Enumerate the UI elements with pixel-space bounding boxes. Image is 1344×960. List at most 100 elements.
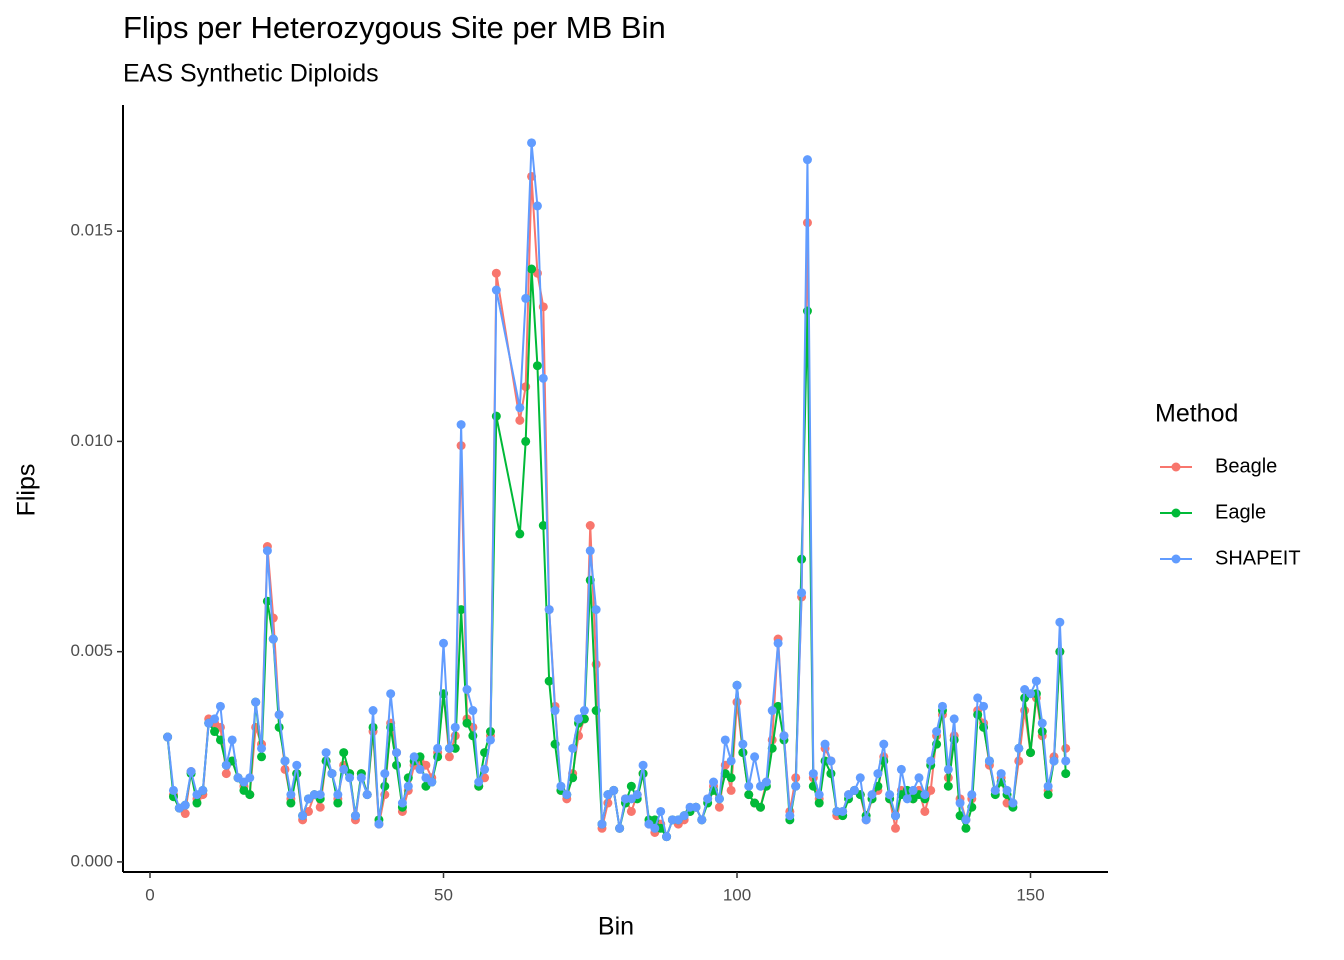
data-point bbox=[1037, 718, 1047, 728]
data-point bbox=[932, 727, 942, 737]
legend-point bbox=[1171, 508, 1181, 518]
data-point bbox=[409, 752, 419, 762]
data-point bbox=[597, 819, 607, 829]
series-line bbox=[166, 176, 1067, 840]
data-point bbox=[221, 760, 231, 770]
data-point bbox=[638, 760, 648, 770]
data-point bbox=[873, 769, 883, 779]
data-point bbox=[744, 781, 754, 791]
data-point bbox=[356, 773, 366, 783]
chart-title: Flips per Heterozygous Site per MB Bin bbox=[123, 10, 666, 45]
x-tick-label: 50 bbox=[434, 885, 453, 904]
data-point bbox=[937, 701, 947, 711]
legend-title: Method bbox=[1155, 400, 1238, 428]
data-point bbox=[315, 802, 325, 812]
data-point bbox=[779, 731, 789, 741]
data-point bbox=[662, 832, 672, 842]
data-point bbox=[433, 743, 443, 753]
data-point bbox=[626, 781, 636, 791]
data-point bbox=[714, 802, 724, 812]
data-point bbox=[926, 756, 936, 766]
data-point bbox=[761, 777, 771, 787]
data-point bbox=[738, 739, 748, 749]
data-point bbox=[867, 790, 877, 800]
legend-point bbox=[1171, 462, 1181, 472]
data-point bbox=[802, 155, 812, 165]
data-point bbox=[1055, 647, 1065, 657]
data-point bbox=[579, 706, 589, 716]
data-point bbox=[245, 773, 255, 783]
data-point bbox=[456, 605, 466, 615]
data-point bbox=[491, 411, 501, 421]
data-point bbox=[251, 697, 261, 707]
data-point bbox=[855, 773, 865, 783]
data-point bbox=[861, 815, 871, 825]
data-point bbox=[1026, 689, 1036, 699]
data-point bbox=[339, 748, 349, 758]
data-point bbox=[286, 790, 296, 800]
data-point bbox=[321, 748, 331, 758]
data-point bbox=[257, 743, 267, 753]
data-point bbox=[439, 638, 449, 648]
data-point bbox=[392, 748, 402, 758]
data-point bbox=[1014, 743, 1024, 753]
data-point bbox=[392, 760, 402, 770]
legend-point bbox=[1171, 554, 1181, 564]
data-point bbox=[808, 769, 818, 779]
data-point bbox=[186, 766, 196, 776]
data-point bbox=[333, 798, 343, 808]
data-point bbox=[521, 382, 531, 392]
data-point bbox=[973, 693, 983, 703]
data-point bbox=[215, 701, 225, 711]
data-point bbox=[908, 785, 918, 795]
data-point bbox=[591, 605, 601, 615]
data-point bbox=[274, 710, 284, 720]
data-point bbox=[262, 546, 272, 556]
data-point bbox=[450, 722, 460, 732]
data-point bbox=[802, 306, 812, 316]
data-point bbox=[750, 752, 760, 762]
data-point bbox=[333, 790, 343, 800]
data-point bbox=[943, 764, 953, 774]
data-point bbox=[274, 722, 284, 732]
data-point bbox=[949, 714, 959, 724]
legend-label: SHAPEIT bbox=[1215, 547, 1301, 569]
data-point bbox=[891, 811, 901, 821]
data-point bbox=[374, 819, 384, 829]
data-point bbox=[726, 756, 736, 766]
data-point bbox=[709, 777, 719, 787]
data-point bbox=[920, 806, 930, 816]
data-point bbox=[550, 706, 560, 716]
data-point bbox=[1061, 756, 1071, 766]
data-point bbox=[720, 735, 730, 745]
data-point bbox=[626, 806, 636, 816]
data-point bbox=[257, 752, 267, 762]
data-point bbox=[744, 790, 754, 800]
data-point bbox=[732, 680, 742, 690]
data-point bbox=[339, 764, 349, 774]
data-point bbox=[714, 794, 724, 804]
data-point bbox=[967, 790, 977, 800]
data-point bbox=[697, 815, 707, 825]
data-point bbox=[368, 706, 378, 716]
data-point bbox=[444, 743, 454, 753]
data-point bbox=[180, 809, 190, 819]
data-point bbox=[902, 794, 912, 804]
data-point bbox=[280, 756, 290, 766]
data-point bbox=[984, 756, 994, 766]
data-point bbox=[961, 823, 971, 833]
data-point bbox=[979, 701, 989, 711]
data-point bbox=[544, 676, 554, 686]
data-point bbox=[468, 706, 478, 716]
data-point bbox=[961, 815, 971, 825]
data-point bbox=[1043, 790, 1053, 800]
data-point bbox=[849, 785, 859, 795]
data-point bbox=[198, 785, 208, 795]
data-point bbox=[462, 685, 472, 695]
data-point bbox=[767, 706, 777, 716]
data-point bbox=[896, 764, 906, 774]
data-point bbox=[1008, 798, 1018, 808]
data-point bbox=[245, 790, 255, 800]
x-axis-label: Bin bbox=[598, 913, 634, 941]
